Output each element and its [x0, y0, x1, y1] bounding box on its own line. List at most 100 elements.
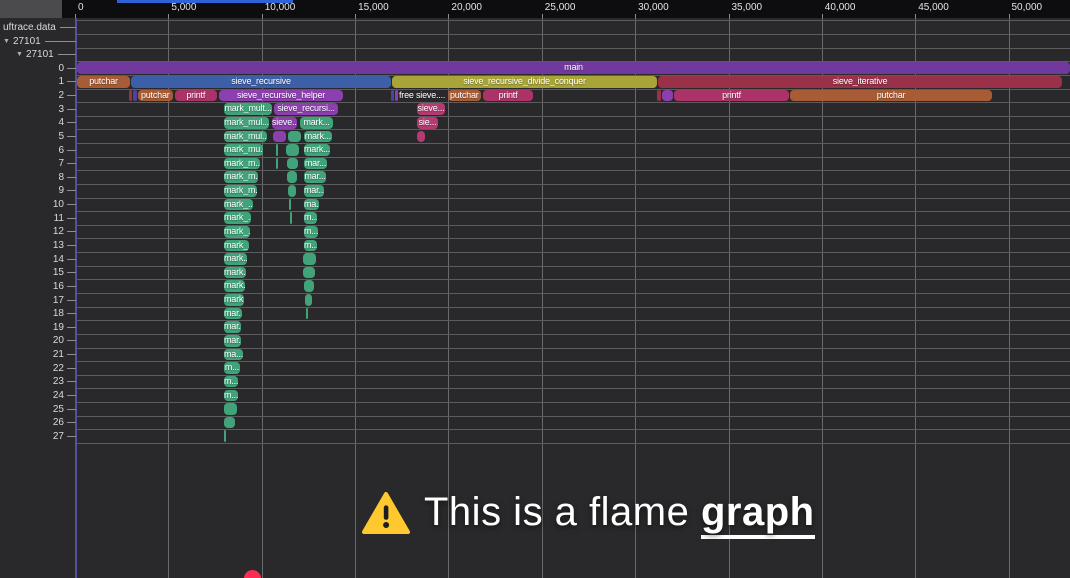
- flame-slice[interactable]: [290, 212, 292, 224]
- flame-slice[interactable]: [286, 144, 299, 156]
- flame-slice-sieve_recursive_helper[interactable]: sieve_recursive_helper: [219, 89, 343, 102]
- flame-slice-mark_[interactable]: mark_...: [224, 212, 251, 224]
- flame-slice-mark_[interactable]: mark_...: [224, 239, 249, 252]
- flame-slice-mar[interactable]: mar...: [224, 307, 242, 320]
- flame-slice-mar[interactable]: mar...: [224, 335, 241, 347]
- flame-slice-ma[interactable]: ma...: [304, 198, 319, 211]
- ruler-tick-mark: [75, 14, 76, 18]
- flame-slice[interactable]: [287, 157, 298, 170]
- flame-slice-sieve[interactable]: sieve...: [272, 116, 297, 129]
- tick-dash: [67, 244, 76, 246]
- flame-slice-mark[interactable]: mark...: [224, 266, 246, 279]
- grid-hline: [76, 415, 1070, 417]
- flame-slice-mark[interactable]: mark...: [224, 253, 247, 265]
- flame-slice-mar[interactable]: mar...: [304, 157, 327, 170]
- flame-slice-putchar[interactable]: putchar: [77, 76, 130, 88]
- flame-slice-printf[interactable]: printf: [174, 89, 217, 102]
- grid-hline: [76, 170, 1070, 172]
- flame-slice[interactable]: [390, 89, 394, 102]
- flame-slice[interactable]: [303, 266, 315, 279]
- grid-vline: [168, 18, 170, 578]
- flame-slice[interactable]: [656, 89, 661, 102]
- grid-hline: [76, 306, 1070, 308]
- flame-slice-mar[interactable]: mar...: [224, 321, 241, 333]
- flame-slice-sieve_recursive[interactable]: sieve_recursive: [131, 76, 391, 88]
- grid-hline: [76, 156, 1070, 158]
- flame-slice-printf[interactable]: printf: [674, 89, 789, 102]
- flame-slice-mark[interactable]: mark...: [303, 130, 332, 143]
- flame-slice[interactable]: [303, 253, 316, 265]
- flame-slice-sie[interactable]: sie...: [417, 116, 438, 129]
- flame-slice-sieve[interactable]: sieve....: [416, 89, 446, 100]
- flame-slice-mark[interactable]: mark...: [224, 280, 245, 293]
- flame-slice-mark_mul[interactable]: mark_mul...: [224, 116, 269, 129]
- flame-slice-printf[interactable]: printf: [483, 89, 533, 102]
- flame-slice-m[interactable]: m...: [224, 389, 238, 402]
- depth-label: 21: [52, 349, 64, 361]
- flame-slice-mark[interactable]: mark...: [224, 294, 244, 306]
- flame-slice-mark_[interactable]: mark_...: [224, 198, 253, 211]
- flame-slice[interactable]: [224, 430, 226, 442]
- flame-slice[interactable]: [394, 89, 398, 102]
- flame-slice-mark[interactable]: mark...: [304, 144, 330, 156]
- flame-slice[interactable]: [306, 307, 308, 320]
- flame-slice-m[interactable]: m...: [304, 225, 318, 238]
- flame-slice-mark_m[interactable]: mark_m...: [224, 171, 258, 184]
- flame-slice-main[interactable]: main: [77, 62, 1070, 74]
- flame-slice[interactable]: [287, 171, 297, 184]
- flame-slice[interactable]: [289, 198, 291, 211]
- flame-slice-ma[interactable]: ma...: [224, 348, 243, 361]
- flame-slice[interactable]: [288, 130, 301, 143]
- depth-label: 11: [53, 212, 64, 224]
- chevron-down-icon[interactable]: ▼: [3, 37, 10, 45]
- depth-label-row: 18: [0, 307, 76, 321]
- flame-slice[interactable]: [661, 89, 673, 102]
- flame-slice[interactable]: [305, 294, 312, 306]
- flame-slice-mar[interactable]: mar...: [304, 171, 326, 184]
- chevron-down-icon[interactable]: ▼: [16, 51, 23, 59]
- trace-start-guideline: [75, 18, 77, 578]
- flame-slice[interactable]: [288, 185, 296, 197]
- sidebar-thread-row[interactable]: ▼ 27101: [0, 48, 76, 62]
- grid-vline: [635, 18, 637, 578]
- grid-hline: [76, 238, 1070, 240]
- flame-slice-m[interactable]: m...: [304, 239, 317, 252]
- flame-slice-mar[interactable]: mar...: [304, 185, 324, 197]
- flame-slice[interactable]: [276, 144, 278, 156]
- sidebar-trace-row[interactable]: uftrace.data: [0, 21, 76, 35]
- flame-slice[interactable]: [224, 416, 235, 429]
- flame-slice-m[interactable]: m...: [224, 362, 240, 374]
- timeline-ruler[interactable]: 0 5,000 10,000 15,000 20,000 25,000 30,000 35,0…: [0, 0, 1070, 18]
- flame-slice-mark_mult[interactable]: mark_mult...: [224, 103, 272, 115]
- flame-slice-mark_m[interactable]: mark_m...: [224, 185, 257, 197]
- warning-triangle-icon: [362, 491, 410, 534]
- flame-slice-putchar[interactable]: putchar: [790, 89, 992, 102]
- flame-slice-mark_mu[interactable]: mark_mu...: [224, 144, 263, 156]
- flame-slice-m[interactable]: m...: [224, 375, 238, 388]
- flame-slice-mark_mul[interactable]: mark_mul...: [224, 130, 267, 143]
- flame-slice-mark[interactable]: mark...: [300, 116, 333, 129]
- depth-label: 0: [58, 62, 64, 74]
- flame-slice[interactable]: [276, 157, 278, 170]
- viewport-indicator[interactable]: [117, 0, 293, 3]
- flame-slice-sieve_recursi[interactable]: sieve_recursi...: [274, 103, 338, 115]
- depth-label-row: 25: [0, 402, 76, 416]
- flame-slice-m[interactable]: m...: [304, 212, 317, 224]
- flame-slice-mark_m[interactable]: mark_m...: [224, 157, 260, 170]
- flame-slice-sieve_recursive_divide_conquer[interactable]: sieve_recursive_divide_conquer: [392, 76, 657, 88]
- flame-slice[interactable]: [417, 130, 425, 143]
- flame-slice[interactable]: [132, 89, 137, 102]
- flame-slice-putchar[interactable]: putchar: [447, 89, 481, 102]
- flame-slice[interactable]: [304, 280, 314, 293]
- tick-dash: [67, 95, 76, 97]
- ruler-tick-mark: [448, 14, 450, 18]
- sidebar-process-row[interactable]: ▼ 27101: [0, 34, 76, 48]
- flame-slice-mark_[interactable]: mark_...: [224, 225, 250, 238]
- flame-slice[interactable]: [128, 89, 132, 102]
- flame-slice-putchar[interactable]: putchar: [137, 89, 173, 102]
- flame-slice-sieve_iterative[interactable]: sieve_iterative: [658, 76, 1062, 88]
- flame-slice[interactable]: [224, 403, 237, 415]
- flame-slice[interactable]: [273, 130, 286, 143]
- flame-slice-free[interactable]: free: [399, 89, 414, 100]
- flame-slice-sieve[interactable]: sieve...: [417, 103, 445, 115]
